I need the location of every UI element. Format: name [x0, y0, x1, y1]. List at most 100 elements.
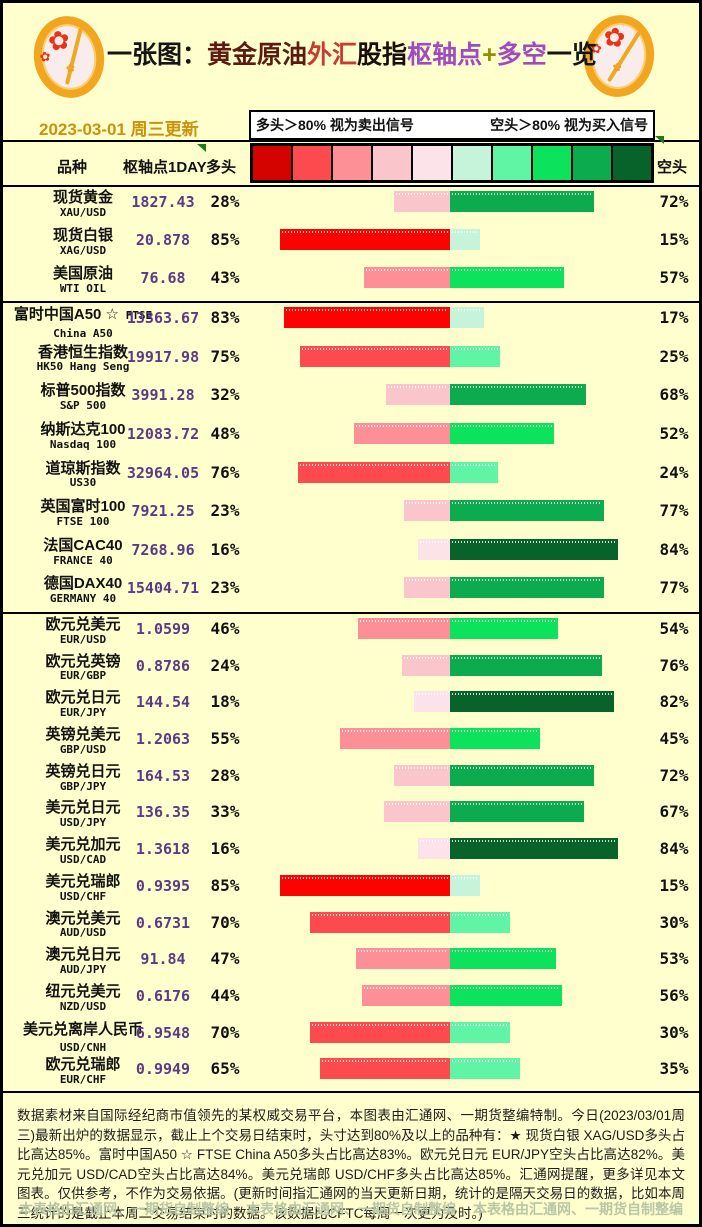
instrument-name: 法国CAC40 FRANCE 40: [9, 536, 157, 567]
bears-percent: 82%: [659, 692, 689, 712]
pivot-value: 19917.98: [126, 347, 200, 366]
table-row: 欧元兑瑞郎 EUR/CHF 0.9949 65% 35%: [3, 1054, 699, 1091]
pivot-value: 6.9548: [135, 1023, 191, 1042]
table-row: 美元兑离岸人民币 USD/CNH 6.9548 70% 30%: [3, 1018, 699, 1055]
instrument-name: 美元兑瑞郎 USD/CHF: [9, 873, 157, 903]
sentiment-bar: [250, 801, 650, 823]
bulls-percent: 16%: [210, 839, 240, 859]
bulls-bar-segment: [362, 984, 450, 1006]
instrument-cn-name: 澳元兑日元: [45, 946, 121, 964]
bears-percent: 24%: [659, 462, 689, 482]
pivot-value: 0.6731: [135, 913, 191, 932]
instrument-cn-name: 道琼斯指数: [45, 459, 121, 477]
table-row: 美元兑日元 USD/JPY 136.35 33% 67%: [3, 797, 699, 834]
instrument-name: 英镑兑日元 GBP/JPY: [9, 763, 157, 793]
instrument-code: USD/CNH: [59, 1041, 107, 1055]
bulls-percent: 46%: [210, 619, 240, 638]
bulls-bar-segment: [364, 267, 450, 288]
instrument-cn-name: 标普500指数: [40, 382, 126, 400]
instrument-cn-name: 澳元兑美元: [45, 909, 121, 927]
red-flower-icon: ✿: [38, 48, 52, 65]
table-row: 富时中国A50 ☆ FTSE China A50 13363.67 83% 17%: [3, 303, 699, 342]
instrument-cn-name: 欧元兑瑞郎: [45, 1056, 121, 1074]
title-segment: +: [482, 41, 497, 69]
instrument-code: GBP/USD: [59, 742, 107, 756]
instrument-table: 现货黄金 XAU/USD 1827.43 28% 72% 现货白银 XAG/USD 20.87…: [3, 187, 699, 1093]
sentiment-bar: [250, 691, 650, 713]
table-row: 英镑兑日元 GBP/JPY 164.53 28% 72%: [3, 761, 699, 798]
instrument-code: GERMANY 40: [49, 592, 117, 606]
scale-swatch: [493, 146, 533, 180]
bears-bar-segment: [450, 911, 510, 933]
instrument-code: USD/JPY: [59, 816, 107, 830]
sentiment-bar: [250, 384, 650, 406]
bulls-percent: 75%: [210, 346, 240, 366]
sentiment-bar: [250, 267, 650, 288]
sentiment-bar: [250, 911, 650, 933]
pivot-value: 15404.71: [126, 579, 200, 598]
bulls-percent: 33%: [210, 802, 240, 822]
table-row: 美国原油 WTI OIL 76.68 43% 57%: [3, 263, 699, 301]
bears-bar-segment: [450, 307, 484, 328]
brand-logo-left-icon: ✿ ✿ ✿: [27, 10, 111, 104]
instrument-name: 澳元兑日元 AUD/JPY: [9, 946, 157, 976]
bears-percent: 35%: [659, 1059, 689, 1079]
pivot-value: 32964.05: [126, 463, 200, 482]
instrument-cn-name: 英镑兑美元: [45, 726, 121, 744]
bears-percent: 57%: [659, 268, 689, 287]
instrument-cn-name: 法国CAC40: [43, 536, 123, 554]
bears-percent: 67%: [659, 802, 689, 822]
column-header-pivot: 枢轴点1DAY: [123, 159, 207, 176]
bulls-percent: 16%: [210, 539, 240, 559]
instrument-code: FTSE 100: [56, 514, 110, 528]
table-row: 现货黄金 XAU/USD 1827.43 28% 72%: [3, 187, 699, 225]
instrument-code: FRANCE 40: [53, 553, 113, 567]
bulls-percent: 28%: [210, 765, 240, 785]
sentiment-bar: [250, 654, 650, 676]
instrument-name: 澳元兑美元 AUD/USD: [9, 909, 157, 940]
bears-bar-segment: [450, 801, 584, 823]
bulls-percent: 23%: [210, 578, 240, 598]
bears-bar-segment: [450, 500, 604, 522]
instrument-name: 现货黄金 XAU/USD: [9, 189, 157, 219]
bears-percent: 84%: [659, 539, 689, 559]
title-segment: 枢轴点: [407, 41, 483, 69]
instrument-name: 美国原油 WTI OIL: [9, 265, 157, 295]
bears-bar-segment: [450, 384, 586, 406]
instrument-cn-name: 现货白银: [52, 227, 113, 244]
table-row: 英国富时100 FTSE 100 7921.25 23% 77%: [3, 496, 699, 535]
sentiment-bar: [250, 984, 650, 1006]
bears-percent: 77%: [659, 578, 689, 598]
bears-bar-segment: [450, 229, 480, 250]
sentiment-bar: [250, 538, 650, 560]
pivot-value: 144.54: [135, 693, 191, 712]
bulls-bar-segment: [298, 461, 450, 483]
gold-flower-icon: ✿: [65, 62, 77, 76]
bulls-percent: 44%: [210, 985, 240, 1005]
instrument-group: 现货黄金 XAU/USD 1827.43 28% 72% 现货白银 XAG/USD 20.87…: [3, 187, 699, 303]
bulls-bar-segment: [354, 422, 450, 444]
sentiment-bar: [250, 422, 650, 444]
pivot-value: 136.35: [135, 803, 191, 822]
bears-bar-segment: [450, 191, 594, 212]
watermark: 本表格由汇通网、一期货自制整编: [19, 1201, 229, 1217]
pivot-value: 13363.67: [126, 309, 200, 327]
pivot-value: 20.878: [135, 231, 191, 249]
sentiment-bar: [250, 1021, 650, 1043]
bulls-percent: 23%: [210, 501, 240, 521]
bears-bar-segment: [450, 618, 558, 639]
bulls-bar-segment: [386, 384, 450, 406]
bears-percent: 56%: [659, 985, 689, 1005]
table-row: 现货白银 XAG/USD 20.878 85% 15%: [3, 225, 699, 263]
bears-percent: 25%: [659, 346, 689, 366]
instrument-cn-name: 美元兑离岸人民币: [22, 1020, 143, 1038]
bulls-bar-segment: [340, 728, 450, 750]
instrument-cn-name: 美元兑加元: [45, 836, 121, 854]
bears-bar-segment: [450, 422, 554, 444]
bears-bar-segment: [450, 577, 604, 599]
sentiment-color-scale: [250, 143, 654, 183]
pivot-value: 0.6176: [135, 986, 191, 1005]
bears-percent: 54%: [659, 619, 689, 638]
instrument-code: USD/CHF: [59, 889, 107, 903]
